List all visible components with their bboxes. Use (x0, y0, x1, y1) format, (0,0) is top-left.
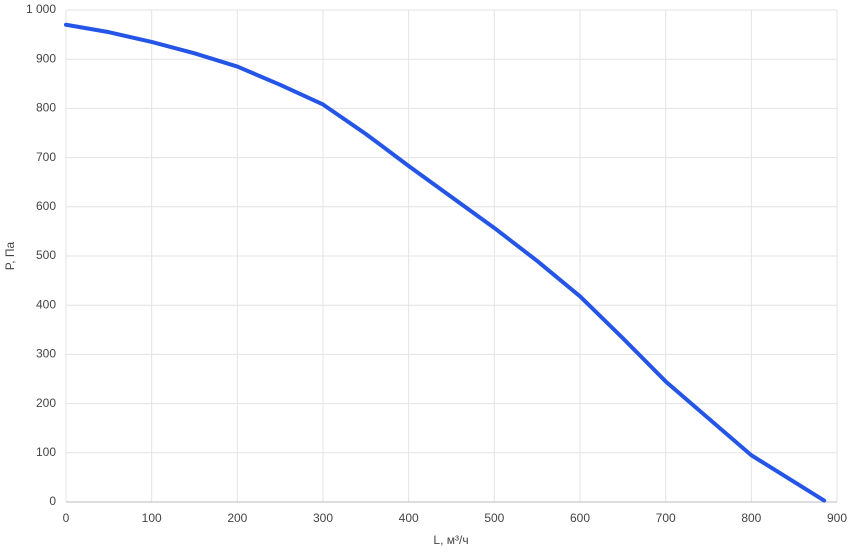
y-tick-label: 800 (36, 101, 56, 115)
y-tick-label: 700 (36, 150, 56, 164)
x-tick-label: 0 (63, 511, 70, 525)
y-tick-label: 300 (36, 347, 56, 361)
y-tick-label: 1 000 (26, 2, 56, 16)
x-tick-label: 100 (142, 511, 162, 525)
y-tick-label: 900 (36, 51, 56, 65)
x-tick-label: 300 (313, 511, 333, 525)
y-tick-label: 0 (49, 494, 56, 508)
x-tick-label: 200 (227, 511, 247, 525)
y-tick-label: 500 (36, 248, 56, 262)
y-tick-label: 400 (36, 297, 56, 311)
y-tick-label: 100 (36, 445, 56, 459)
y-tick-label: 600 (36, 199, 56, 213)
x-tick-label: 700 (656, 511, 676, 525)
x-tick-label: 800 (741, 511, 761, 525)
x-tick-label: 900 (827, 511, 847, 525)
x-axis-label: L, м³/ч (433, 533, 468, 547)
y-tick-label: 200 (36, 396, 56, 410)
x-tick-label: 400 (399, 511, 419, 525)
x-tick-label: 600 (570, 511, 590, 525)
x-tick-label: 500 (484, 511, 504, 525)
data-line (64, 22, 827, 503)
y-axis-label: P, Па (3, 241, 17, 270)
